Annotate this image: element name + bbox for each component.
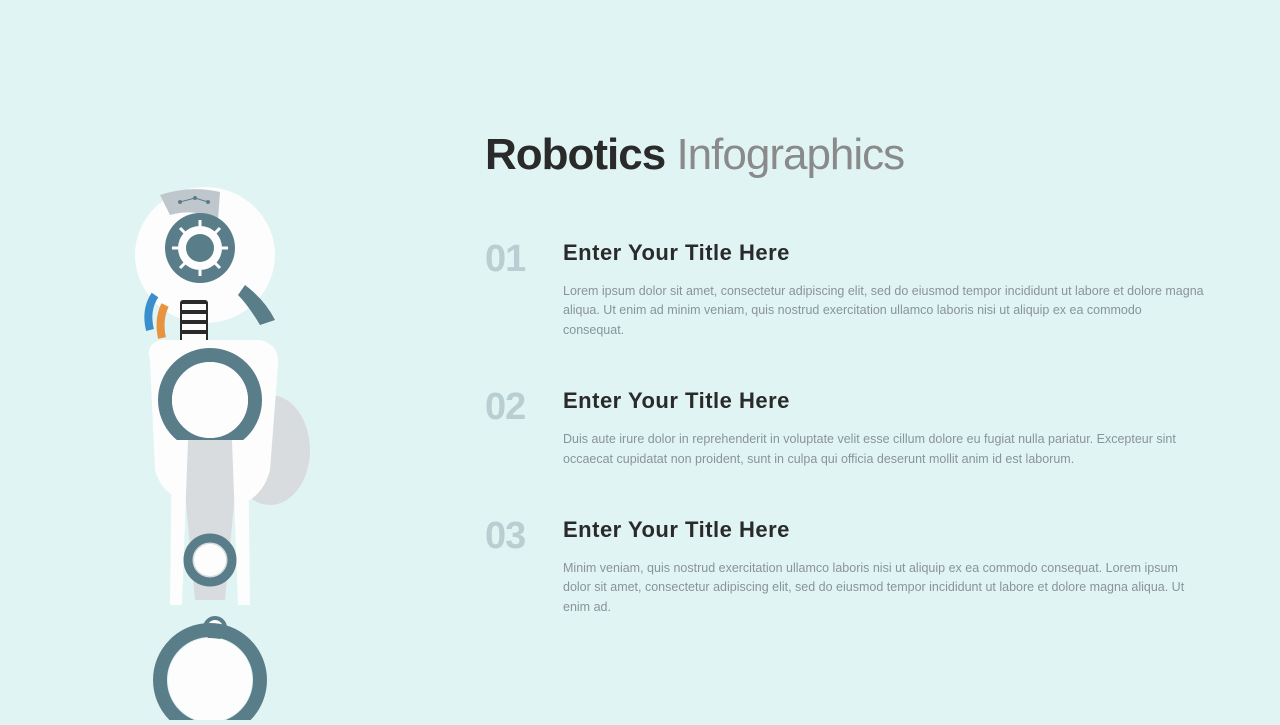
item-number: 02 [485,388,535,469]
list-item: 02 Enter Your Title Here Duis aute irure… [485,388,1205,469]
list-item: 03 Enter Your Title Here Minim veniam, q… [485,517,1205,617]
item-body: Minim veniam, quis nostrud exercitation … [563,559,1205,617]
item-content: Enter Your Title Here Duis aute irure do… [563,388,1205,469]
item-content: Enter Your Title Here Lorem ipsum dolor … [563,240,1205,340]
item-content: Enter Your Title Here Minim veniam, quis… [563,517,1205,617]
item-title: Enter Your Title Here [563,517,1205,543]
item-body: Lorem ipsum dolor sit amet, consectetur … [563,282,1205,340]
title-light: Infographics [665,130,904,179]
list-item: 01 Enter Your Title Here Lorem ipsum dol… [485,240,1205,340]
item-number: 01 [485,240,535,340]
item-title: Enter Your Title Here [563,240,1205,266]
robot-illustration [130,180,330,720]
item-body: Duis aute irure dolor in reprehenderit i… [563,430,1205,469]
item-title: Enter Your Title Here [563,388,1205,414]
page-title: Robotics Infographics [485,130,1205,180]
content-area: Robotics Infographics 01 Enter Your Titl… [485,130,1205,665]
title-bold: Robotics [485,130,665,179]
item-number: 03 [485,517,535,617]
